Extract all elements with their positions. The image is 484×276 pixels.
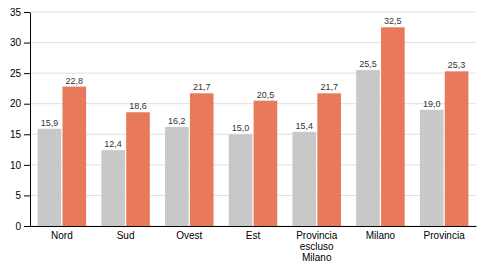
data-label: 32,5 xyxy=(384,16,402,26)
data-label: 25,3 xyxy=(448,60,466,70)
data-labels: 15,9 12,4 16,2 15,0 15,4 25,5 19,0 22,8 18,6 21,7… xyxy=(41,16,466,149)
x-tick: Ovest xyxy=(176,230,202,241)
bar xyxy=(292,132,316,226)
x-axis: NordSudOvestEstProvinciaesclusoMilanoMil… xyxy=(31,227,477,264)
y-tick: 20 xyxy=(10,98,30,109)
y-tick-label: 5 xyxy=(15,190,21,201)
y-tick-label: 35 xyxy=(10,7,22,18)
bar xyxy=(190,93,214,226)
y-tick-label: 20 xyxy=(10,98,22,109)
x-tick-label-line: Sud xyxy=(117,230,135,241)
grid-line xyxy=(30,12,476,13)
x-tick-label-line: Est xyxy=(246,230,261,241)
y-tick-mark xyxy=(24,73,30,74)
x-tick-label: ProvinciaesclusoMilano xyxy=(296,230,338,263)
data-label: 21,7 xyxy=(320,82,338,92)
data-label: 15,4 xyxy=(296,121,314,131)
bar xyxy=(420,110,444,226)
chart-container: 15,9 12,4 16,2 15,0 15,4 25,5 19,0 22,8 18,6 21,7… xyxy=(0,0,484,276)
x-tick-label: Nord xyxy=(51,230,73,241)
y-axis-line xyxy=(30,13,31,227)
chart: 15,9 12,4 16,2 15,0 15,4 25,5 19,0 22,8 18,6 21,7… xyxy=(0,0,484,276)
bar xyxy=(229,134,253,226)
y-tick: 0 xyxy=(15,221,30,232)
grid-line xyxy=(30,73,476,74)
data-label: 22,8 xyxy=(66,76,84,86)
y-tick-label: 0 xyxy=(15,221,21,232)
y-tick-mark xyxy=(24,104,30,105)
x-tick: Milano xyxy=(366,230,396,241)
data-label: 18,6 xyxy=(129,101,147,111)
x-tick-label-line: Milano xyxy=(366,230,396,241)
y-tick-mark xyxy=(24,226,30,227)
x-tick: Est xyxy=(246,230,261,241)
data-label: 12,4 xyxy=(104,139,122,149)
y-tick-mark xyxy=(24,43,30,44)
x-tick-label-line: escluso xyxy=(300,241,334,252)
x-tick-label-line: Provincia xyxy=(424,230,466,241)
y-tick: 5 xyxy=(15,190,30,201)
y-tick-mark xyxy=(24,165,30,166)
x-tick: Nord xyxy=(51,230,73,241)
data-label: 15,9 xyxy=(41,118,59,128)
y-axis: 0 5 10 15 20 25 30 35 xyxy=(10,7,31,232)
x-tick-label: Est xyxy=(246,230,261,241)
bar xyxy=(126,112,150,226)
grid-line xyxy=(30,226,476,227)
x-tick-label: Ovest xyxy=(176,230,202,241)
grid-line xyxy=(30,103,476,104)
bar xyxy=(317,93,341,226)
x-tick-label-line: Nord xyxy=(51,230,73,241)
bar xyxy=(101,150,125,226)
x-axis-line xyxy=(31,226,477,227)
x-tick-label: Provincia xyxy=(424,230,466,241)
bar xyxy=(356,70,380,226)
data-label: 21,7 xyxy=(193,82,211,92)
x-tick: ProvinciaesclusoMilano xyxy=(296,230,338,263)
data-label: 15,0 xyxy=(232,123,250,133)
grid-line xyxy=(30,195,476,196)
grid-line xyxy=(30,134,476,135)
x-tick-label-line: Ovest xyxy=(176,230,202,241)
data-label: 19,0 xyxy=(423,99,441,109)
bar xyxy=(381,27,405,226)
grid-line xyxy=(30,42,476,43)
y-tick: 10 xyxy=(10,160,30,171)
bars xyxy=(38,27,469,226)
x-tick: Provincia xyxy=(424,230,466,241)
bar xyxy=(445,71,469,226)
x-tick-label: Milano xyxy=(366,230,396,241)
data-label: 25,5 xyxy=(359,59,377,69)
y-tick-mark xyxy=(24,195,30,196)
bar xyxy=(254,101,278,226)
y-tick-label: 25 xyxy=(10,68,22,79)
bar xyxy=(38,129,62,226)
bar xyxy=(165,127,189,226)
x-tick-label-line: Provincia xyxy=(296,230,338,241)
y-tick-mark xyxy=(24,12,30,13)
data-label: 16,2 xyxy=(168,116,186,126)
data-label: 20,5 xyxy=(257,90,275,100)
grid-line xyxy=(30,164,476,165)
grid xyxy=(30,12,476,226)
y-tick-label: 10 xyxy=(10,160,22,171)
y-tick-label: 30 xyxy=(10,37,22,48)
x-tick-label-line: Milano xyxy=(302,252,332,263)
y-tick: 25 xyxy=(10,68,30,79)
y-tick-mark xyxy=(24,134,30,135)
y-tick: 30 xyxy=(10,37,30,48)
bar xyxy=(62,87,86,226)
x-tick: Sud xyxy=(117,230,135,241)
x-tick-label: Sud xyxy=(117,230,135,241)
y-tick: 35 xyxy=(10,7,30,18)
y-tick-label: 15 xyxy=(10,129,22,140)
y-tick: 15 xyxy=(10,129,30,140)
